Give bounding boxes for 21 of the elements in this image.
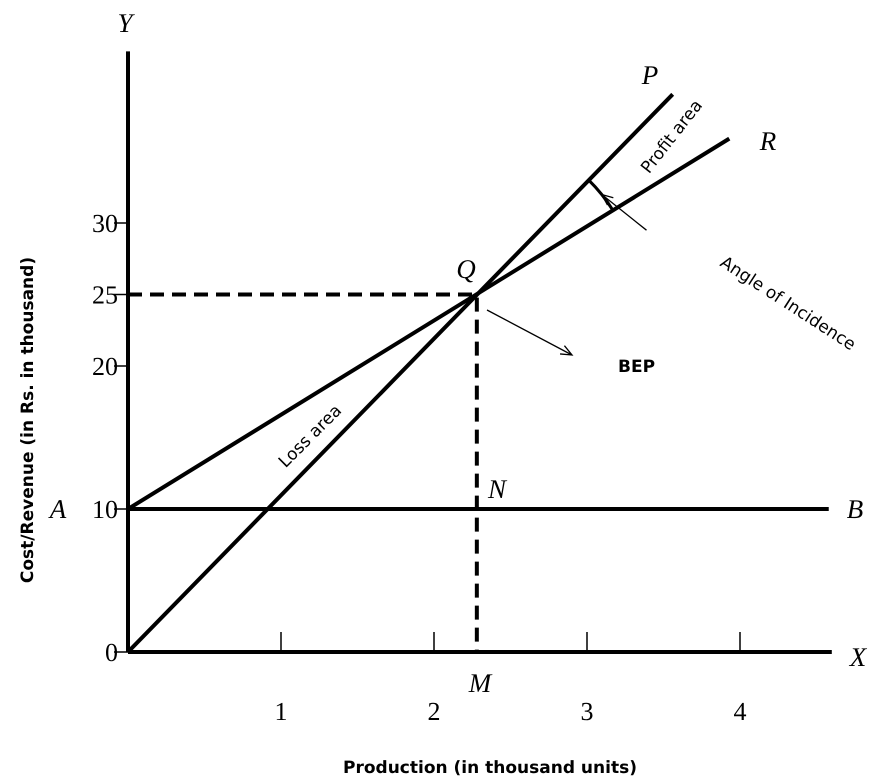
- annotation: BEP: [618, 357, 656, 377]
- text: X: [848, 642, 868, 672]
- annotation: Q: [456, 254, 476, 284]
- text: B: [846, 494, 864, 524]
- y-tick-label: 30: [92, 209, 118, 238]
- y-tick-label: 10: [92, 495, 118, 524]
- annotation: R: [758, 126, 777, 156]
- x-tick-label: 3: [580, 697, 594, 726]
- text: A: [48, 494, 67, 524]
- x-tick-label: 1: [274, 697, 288, 726]
- y-tick-label: 25: [92, 280, 118, 310]
- text: Y: [117, 8, 136, 38]
- annotation: N: [486, 474, 508, 504]
- annotation: P: [640, 60, 658, 90]
- x-axis-title: Production (in thousand units): [343, 758, 637, 778]
- y-tick-label: 0: [105, 638, 118, 667]
- y-tick-label: 20: [92, 352, 118, 381]
- x-tick-label: 4: [734, 697, 746, 726]
- x-tick-label: 2: [428, 697, 440, 726]
- text: M: [468, 668, 493, 698]
- y-axis-title: Cost/Revenue (in Rs. in thousand): [18, 256, 38, 584]
